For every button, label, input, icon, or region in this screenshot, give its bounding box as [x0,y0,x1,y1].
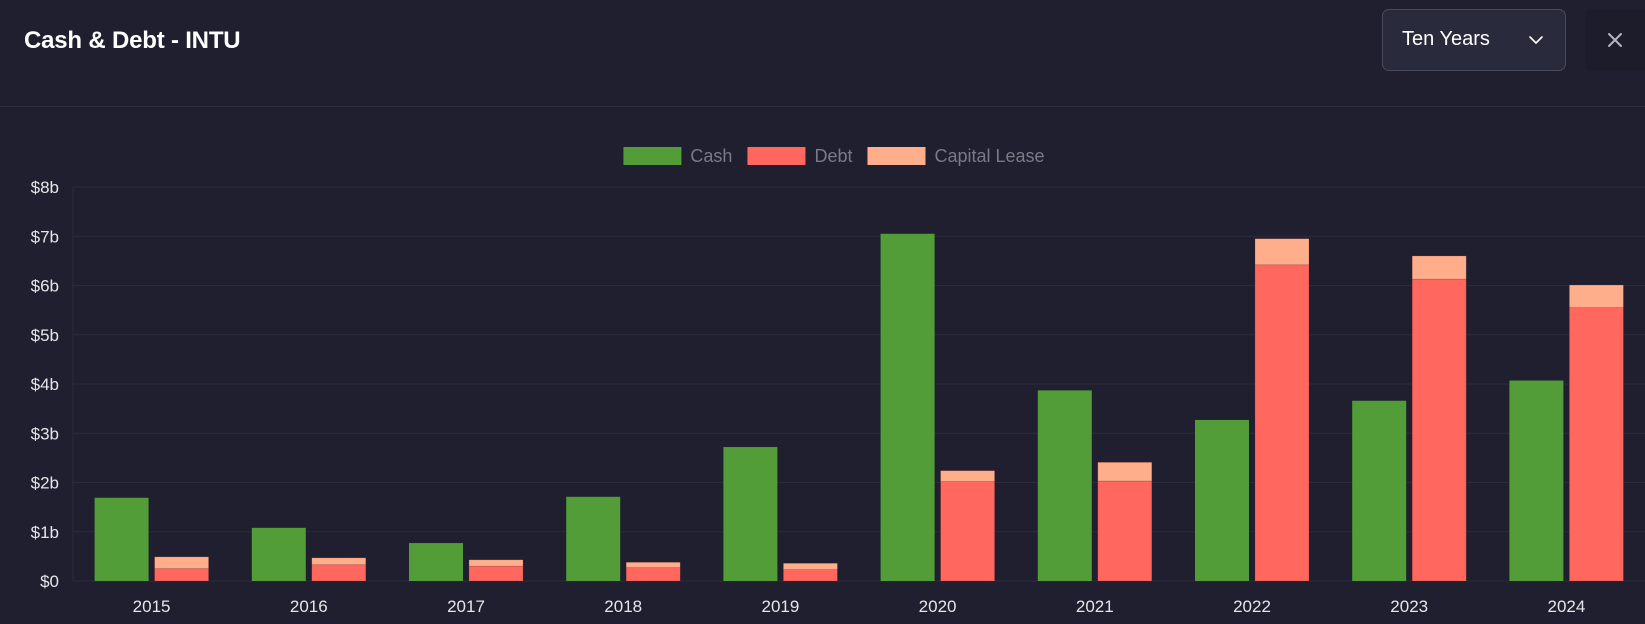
legend-swatch-capital-lease[interactable] [867,147,926,165]
bar-cash-2020[interactable] [880,233,935,581]
x-tick-label: 2017 [447,597,485,616]
legend-swatch-debt[interactable] [747,147,806,165]
page-title: Cash & Debt - INTU [24,27,241,54]
time-range-value: Ten Years [1402,28,1490,50]
bar-debt-2017[interactable] [468,565,524,582]
modal-header: Cash & Debt - INTU Ten Years [0,0,1645,107]
bar-capital-lease-2021[interactable] [1097,462,1153,482]
y-tick-label: $3b [31,424,59,443]
x-tick-label: 2020 [919,597,957,616]
y-tick-label: $8b [31,178,59,197]
chevron-down-icon [1526,30,1546,50]
bar-debt-2023[interactable] [1411,278,1467,582]
bar-cash-2021[interactable] [1037,390,1092,581]
bar-debt-2015[interactable] [154,568,209,582]
x-tick-label: 2022 [1233,597,1271,616]
y-tick-label: $4b [31,375,59,394]
bar-cash-2019[interactable] [723,447,778,581]
legend-swatch-cash[interactable] [623,147,682,165]
y-tick-label: $7b [31,227,59,246]
bar-cash-2015[interactable] [94,497,149,581]
chart-axis-labels: $0 $1b $2b $3b $4b $5b $6b $7b $8b 2015 2016 2017 20… [31,178,1586,616]
bar-cash-2024[interactable] [1509,380,1564,581]
bar-cash-2016[interactable] [251,527,306,581]
bar-cash-2023[interactable] [1352,400,1407,581]
close-icon [1608,33,1622,47]
time-range-select[interactable]: Ten Years [1382,9,1566,71]
chart-canvas: $0 $1b $2b $3b $4b $5b $6b $7b $8b 2015 2016 2017 20… [31,146,1645,616]
y-tick-label: $0 [40,572,59,591]
x-tick-label: 2015 [133,597,171,616]
x-tick-label: 2018 [604,597,642,616]
x-tick-label: 2024 [1547,597,1585,616]
x-tick-label: 2023 [1390,597,1428,616]
y-tick-label: $2b [31,474,59,493]
bar-capital-lease-2018[interactable] [625,561,681,569]
x-tick-label: 2021 [1076,597,1114,616]
bar-debt-2019[interactable] [783,569,838,582]
legend-label[interactable]: Debt [814,146,852,166]
bar-debt-2020[interactable] [940,481,995,582]
bar-capital-lease-2019[interactable] [783,562,838,570]
bar-debt-2018[interactable] [625,567,681,582]
bar-debt-2024[interactable] [1569,307,1624,582]
bar-capital-lease-2015[interactable] [154,556,209,569]
legend-label[interactable]: Capital Lease [934,146,1044,166]
chart-gridlines [72,186,1645,582]
legend-label[interactable]: Cash [690,146,732,166]
x-tick-label: 2016 [290,597,328,616]
cash-debt-chart: $0 $1b $2b $3b $4b $5b $6b $7b $8b 2015 2016 2017 20… [0,107,1645,624]
bar-cash-2017[interactable] [409,543,463,581]
bar-capital-lease-2024[interactable] [1569,284,1624,308]
y-tick-label: $5b [31,326,59,345]
x-tick-label: 2019 [761,597,799,616]
bar-capital-lease-2022[interactable] [1254,238,1310,266]
bar-debt-2022[interactable] [1254,264,1310,582]
chart-legend: Cash Debt Capital Lease [623,146,1045,166]
bar-cash-2018[interactable] [566,496,621,581]
bar-capital-lease-2023[interactable] [1411,255,1467,280]
chart-bars [94,233,1624,582]
bar-capital-lease-2016[interactable] [311,557,367,566]
bar-cash-2022[interactable] [1195,419,1249,581]
y-tick-label: $6b [31,277,59,296]
close-button[interactable] [1585,9,1645,71]
bar-capital-lease-2017[interactable] [468,559,524,567]
y-tick-label: $1b [31,523,59,542]
bar-debt-2021[interactable] [1097,480,1153,582]
bar-debt-2016[interactable] [311,564,367,582]
bar-capital-lease-2020[interactable] [940,470,995,482]
